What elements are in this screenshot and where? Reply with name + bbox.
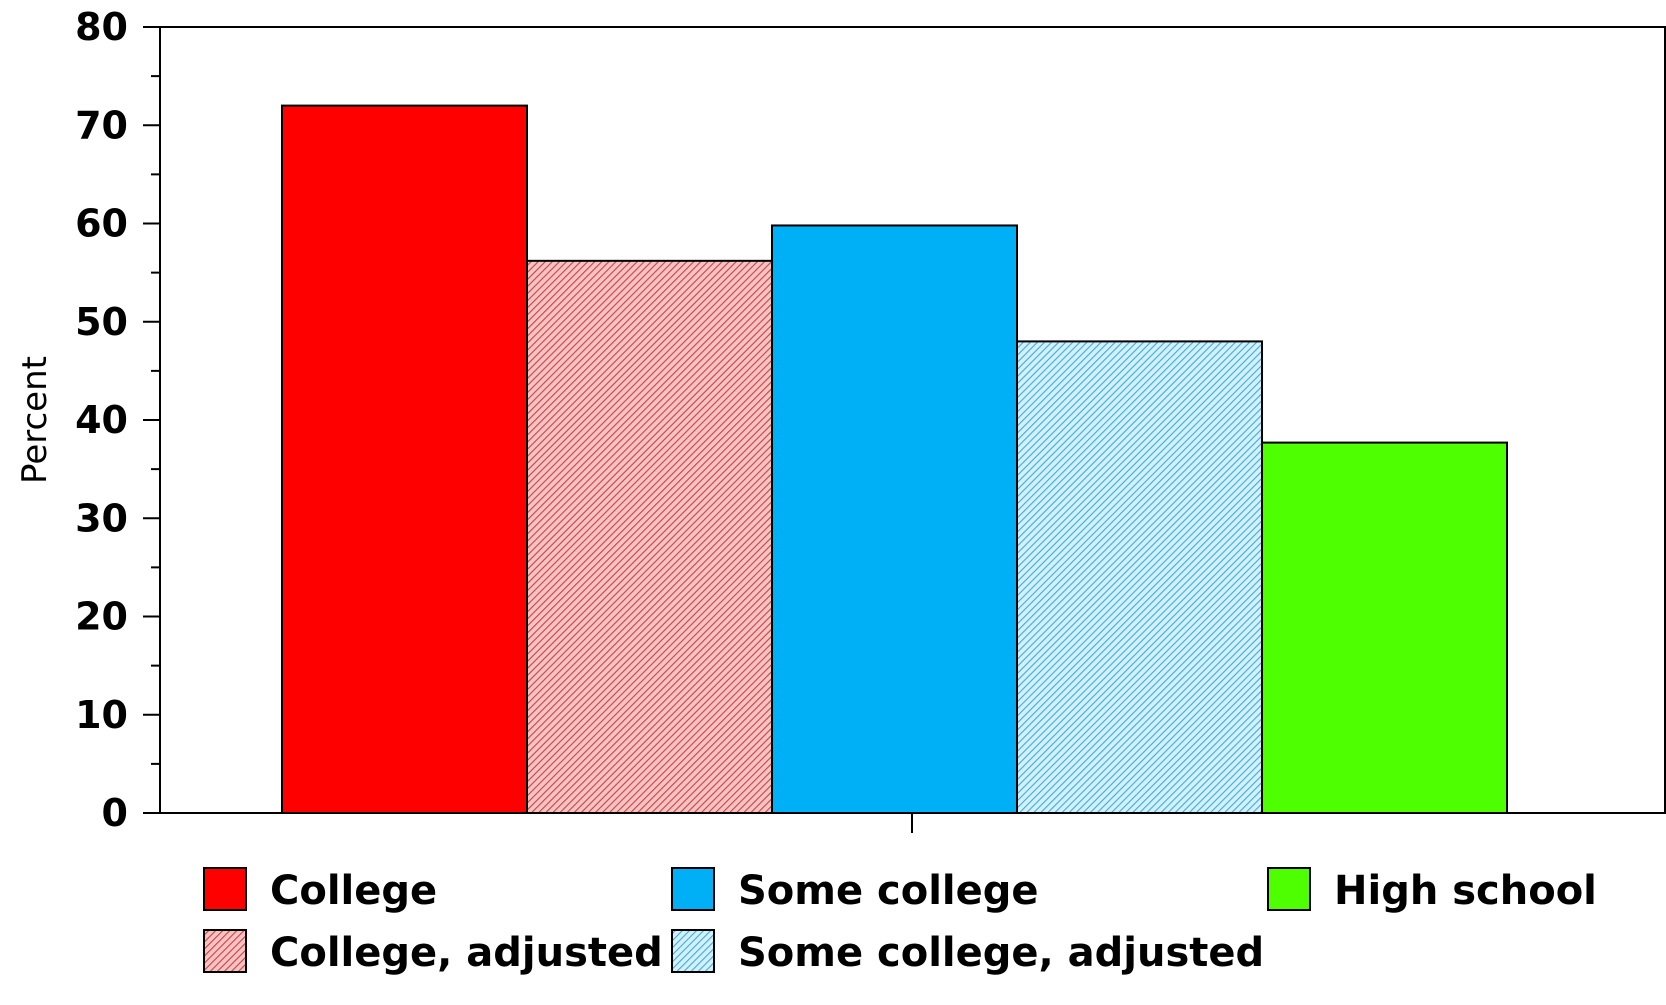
bar-college	[281, 104, 528, 815]
y-tick-label: 10	[75, 693, 128, 737]
bar-high-school	[1261, 441, 1508, 814]
bars	[281, 104, 1508, 815]
legend-label: High school	[1334, 868, 1597, 914]
y-tick-label: 70	[75, 103, 128, 147]
legend-swatch	[671, 929, 715, 973]
legend-swatch	[671, 867, 715, 911]
legend-swatch	[203, 867, 247, 911]
legend-label: Some college, adjusted	[738, 930, 1264, 976]
y-tick-label: 0	[102, 791, 128, 835]
bar-college-adjusted	[526, 259, 773, 814]
legend-swatch	[203, 929, 247, 973]
y-tick-label: 20	[75, 595, 128, 639]
y-tick-label: 80	[75, 5, 128, 49]
bar-some-college-adjusted	[1016, 340, 1263, 814]
y-tick-label: 30	[75, 496, 128, 540]
y-tick-label: 50	[75, 300, 128, 344]
bar-some-college	[771, 224, 1018, 814]
legend-label: Some college	[738, 868, 1039, 914]
legend-label: College	[270, 868, 437, 914]
legend-label: College, adjusted	[270, 930, 663, 976]
legend-swatch	[1267, 867, 1311, 911]
legend: College College, adjusted Some college Some…	[203, 867, 1597, 976]
y-axis-ticks: 0 10 20 30 40 50 60 70 80	[75, 5, 160, 835]
y-tick-label: 40	[75, 398, 128, 442]
y-tick-label: 60	[75, 202, 128, 246]
y-axis-title: Percent	[15, 356, 55, 484]
